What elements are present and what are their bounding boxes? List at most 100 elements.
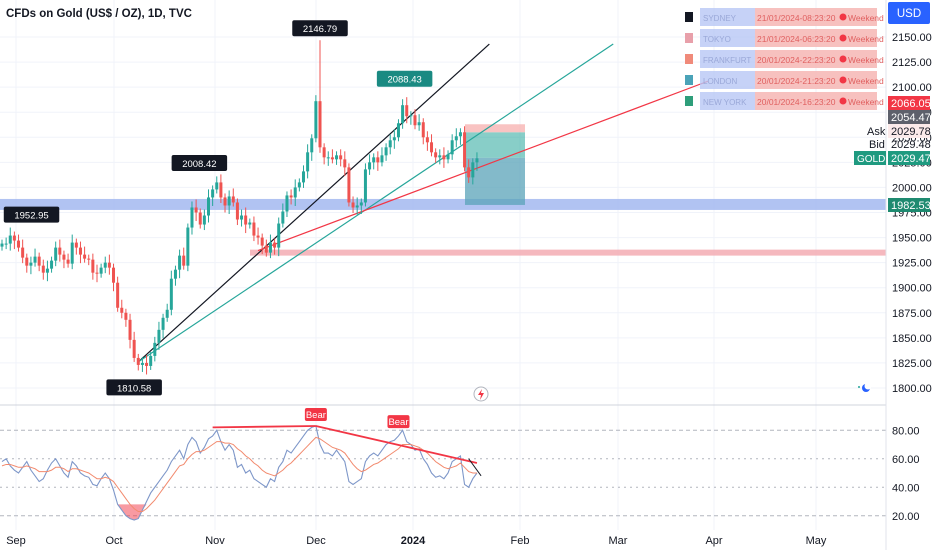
candle-body	[458, 132, 462, 137]
rsi-divergence-line	[315, 425, 478, 464]
candle-body	[25, 257, 29, 266]
candle-body	[310, 138, 314, 153]
high-low-markers: 2146.79 2088.43 2008.42 1952.95 1810.58	[3, 20, 433, 396]
candle-body	[219, 182, 223, 198]
candle-body	[223, 197, 227, 206]
candle-body	[178, 255, 182, 270]
candle-body	[281, 211, 285, 224]
session-swatch	[685, 33, 693, 43]
candle-body	[260, 237, 264, 246]
candle-body	[335, 155, 339, 160]
candle-body	[434, 152, 438, 158]
session-time-cell	[755, 50, 877, 68]
candle-body	[91, 259, 95, 273]
bear-label: Bear	[388, 417, 408, 428]
session-status-dot	[839, 76, 847, 84]
candle-body	[21, 247, 25, 258]
session-name-cell	[700, 92, 755, 110]
session-name: LONDON	[703, 77, 737, 86]
high-label-2088-bg	[376, 70, 433, 87]
candle-body	[128, 319, 132, 340]
session-time: 21/01/2024-08:23:20	[757, 13, 836, 23]
trendline	[257, 80, 709, 252]
time-axis[interactable]: Sep Oct Nov Dec 2024 Feb Mar Apr May	[6, 535, 827, 547]
candle-body	[153, 342, 157, 356]
candle-body	[99, 267, 103, 274]
symbol-bg	[854, 151, 886, 165]
candle-body	[293, 187, 297, 198]
candle-body	[95, 272, 99, 274]
candle-body	[215, 182, 219, 190]
candle-body	[136, 357, 140, 365]
last-price: 2029.47	[891, 153, 931, 165]
session-status-dot	[839, 97, 847, 105]
high-label-2008: 2008.42	[182, 159, 216, 170]
support-zone	[0, 198, 886, 210]
candle-body	[8, 235, 12, 244]
session-status: Weekend	[848, 55, 884, 65]
candle-body	[41, 265, 45, 273]
candle-body	[268, 242, 272, 253]
candle-body	[17, 240, 21, 248]
zone-price-bg	[888, 198, 930, 212]
candle-body	[157, 329, 161, 343]
candle-body	[425, 137, 429, 143]
session-status-dot	[839, 34, 847, 42]
candle-body	[363, 169, 367, 203]
candle-body	[438, 155, 442, 158]
lightning-icon[interactable]	[473, 386, 489, 402]
candle-body	[442, 155, 446, 160]
candle-body	[202, 215, 206, 225]
session-status: Weekend	[848, 34, 884, 44]
session-status-dot	[839, 13, 847, 21]
candle-body	[198, 212, 202, 225]
candle-body	[417, 122, 421, 126]
candle-body	[186, 227, 190, 266]
price-tick-label: 2000.00	[892, 182, 932, 194]
candle-body	[409, 115, 413, 117]
candle-body	[359, 202, 363, 206]
time-tick-label: Nov	[205, 535, 225, 547]
last-price-bg	[888, 151, 930, 165]
high-label-2146-bg	[292, 20, 348, 37]
candle-body	[103, 262, 107, 268]
candle-body	[165, 309, 169, 318]
price-axis[interactable]: 2150.002125.002100.002075.002050.002025.…	[892, 32, 932, 395]
trendlines[interactable]	[137, 43, 709, 363]
bear-label-bg	[304, 407, 327, 421]
session-table: SYDNEY 21/01/2024-08:23:20 Weekend TOKYO 21/…	[685, 8, 884, 110]
candle-body	[33, 256, 37, 263]
price-tick-label: 2125.00	[892, 57, 932, 69]
candle-body	[339, 155, 343, 160]
candle-body	[306, 152, 310, 172]
session-name: NEW YORK	[703, 98, 747, 107]
candle-body	[388, 140, 392, 148]
currency-button[interactable]: USD	[888, 2, 930, 24]
candle-body	[248, 222, 252, 225]
candle-body	[463, 132, 467, 168]
price-labels: 2066.05 2054.47 Ask 2029.78 Bid 2029.48 GOLD 20…	[854, 96, 931, 212]
zone-price: 1982.53	[891, 200, 931, 212]
candle-body	[190, 207, 194, 228]
session-name: FRANKFURT	[703, 56, 751, 65]
candle-body	[301, 171, 305, 183]
chart-title: CFDs on Gold (US$ / OZ), 1D, TVC	[6, 8, 192, 20]
session-name: SYDNEY	[703, 14, 737, 23]
candle-body	[0, 243, 4, 247]
time-tick-label: Oct	[105, 535, 122, 547]
rsi-axis[interactable]: 80.00 60.00 40.00 20.00	[892, 425, 920, 523]
session-time: 20/01/2024-22:23:20	[757, 55, 836, 65]
candlesticks	[0, 40, 479, 375]
rsi-tick-label: 60.00	[892, 454, 920, 466]
candle-body	[66, 259, 70, 264]
session-time-cell	[755, 71, 877, 89]
candle-body	[446, 154, 450, 160]
rsi-ma-line	[1, 436, 477, 512]
candle-body	[70, 242, 74, 264]
moon-icon[interactable]	[858, 382, 872, 393]
candle-body	[12, 235, 16, 241]
candle-body	[475, 158, 479, 163]
time-tick-label: Dec	[306, 535, 326, 547]
time-tick-label: Feb	[511, 535, 530, 547]
